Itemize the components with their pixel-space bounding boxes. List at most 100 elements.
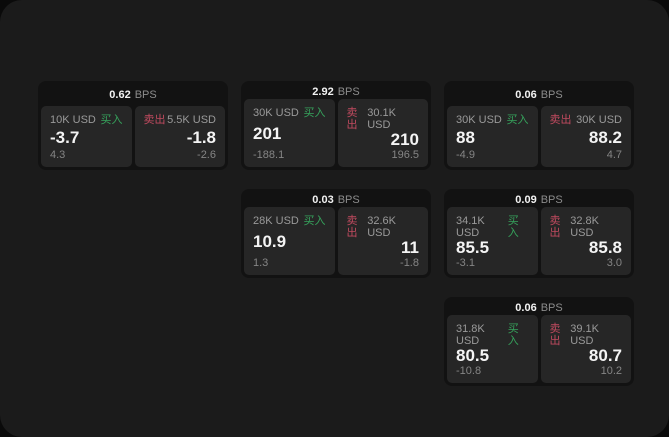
sell-side-label: 卖出	[346, 107, 358, 131]
buy-price: 85.5	[456, 238, 490, 257]
sell-panel[interactable]: 卖出 32.6K USD 11 -1.8	[337, 207, 428, 275]
bps-value: 0.06	[515, 89, 537, 101]
sell-delta: 10.2	[600, 365, 622, 377]
buy-side-label: 买入	[303, 215, 326, 227]
buy-delta: -4.9	[456, 149, 475, 161]
sell-delta: 3.0	[606, 257, 622, 269]
sell-side-label: 卖出	[549, 114, 572, 126]
bps-unit-label: BPS	[134, 89, 157, 101]
buy-panel[interactable]: 30K USD 买入 88 -4.9	[447, 106, 538, 167]
bps-value: 0.09	[515, 193, 537, 206]
sell-panel-top: 卖出 32.6K USD	[347, 215, 420, 239]
panel-row: 30K USD 买入 201 -188.1 卖出 30.1K USD 210 1…	[244, 99, 428, 167]
buy-panel[interactable]: 28K USD 买入 10.9 1.3	[244, 207, 335, 275]
sell-price: 85.8	[588, 238, 622, 257]
panel-row: 34.1K USD 买入 85.5 -3.1 卖出 32.8K USD 85.8…	[447, 207, 631, 275]
panel-row: 10K USD 买入 -3.7 4.3 卖出 5.5K USD -1.8 -2.…	[41, 106, 225, 167]
bps-header: 0.62 BPS	[41, 84, 225, 106]
quote-card: 2.92 BPS 30K USD 买入 201 -188.1 卖出 30.1K …	[241, 81, 431, 170]
sell-price: -1.8	[186, 127, 216, 147]
sell-panel[interactable]: 卖出 5.5K USD -1.8 -2.6	[134, 106, 225, 167]
quote-card: 0.09 BPS 34.1K USD 买入 85.5 -3.1 卖出 32.8K…	[444, 189, 634, 278]
buy-panel-top: 30K USD 买入	[456, 114, 529, 126]
sell-panel-top: 卖出 32.8K USD	[550, 215, 623, 239]
bps-unit-label: BPS	[337, 85, 360, 98]
buy-delta: -3.1	[456, 257, 475, 269]
sell-side-label: 卖出	[549, 323, 561, 347]
sell-amount: 5.5K USD	[167, 114, 216, 126]
quote-card: 0.06 BPS 30K USD 买入 88 -4.9 卖出 30K USD	[444, 81, 634, 170]
bps-value: 0.62	[109, 89, 131, 101]
sell-panel[interactable]: 卖出 30K USD 88.2 4.7	[540, 106, 631, 167]
buy-panel[interactable]: 10K USD 买入 -3.7 4.3	[41, 106, 132, 167]
sell-panel-top: 卖出 30.1K USD	[347, 107, 420, 131]
sell-side-label: 卖出	[549, 215, 561, 239]
sell-amount: 32.6K USD	[367, 215, 396, 239]
sell-delta: -2.6	[197, 149, 216, 161]
bps-header: 0.06 BPS	[447, 300, 631, 315]
quote-card-grid: 0.62 BPS 10K USD 买入 -3.7 4.3 卖出 5.5K USD	[38, 81, 634, 386]
buy-amount: 28K USD	[253, 215, 299, 227]
buy-panel-top: 34.1K USD 买入	[456, 215, 529, 239]
sell-price: 80.7	[588, 346, 622, 365]
panel-row: 30K USD 买入 88 -4.9 卖出 30K USD 88.2 4.7	[447, 106, 631, 167]
bps-header: 2.92 BPS	[244, 84, 428, 99]
bps-value: 2.92	[312, 85, 334, 98]
sell-panel-top: 卖出 30K USD	[550, 114, 623, 126]
sell-delta: 4.7	[606, 149, 622, 161]
quote-card: 0.62 BPS 10K USD 买入 -3.7 4.3 卖出 5.5K USD	[38, 81, 228, 170]
bps-value: 0.03	[312, 193, 334, 206]
sell-panel[interactable]: 卖出 30.1K USD 210 196.5	[337, 99, 428, 167]
buy-panel[interactable]: 30K USD 买入 201 -188.1	[244, 99, 335, 167]
sell-amount: 32.8K USD	[570, 215, 599, 239]
buy-amount: 10K USD	[50, 114, 96, 126]
panel-row: 28K USD 买入 10.9 1.3 卖出 32.6K USD 11 -1.8	[244, 207, 428, 275]
buy-price: 88	[456, 127, 475, 147]
panel-row: 31.8K USD 买入 80.5 -10.8 卖出 39.1K USD 80.…	[447, 315, 631, 383]
buy-amount: 31.8K USD	[456, 323, 485, 347]
bps-header: 0.03 BPS	[244, 192, 428, 207]
sell-price: 11	[401, 238, 419, 257]
buy-price: 80.5	[456, 346, 490, 365]
bps-unit-label: BPS	[540, 193, 563, 206]
sell-amount: 30.1K USD	[367, 107, 396, 131]
bps-header: 0.06 BPS	[447, 84, 631, 106]
buy-delta: -188.1	[253, 149, 285, 161]
buy-panel[interactable]: 31.8K USD 买入 80.5 -10.8	[447, 315, 538, 383]
sell-delta: -1.8	[400, 257, 419, 269]
buy-price: 10.9	[253, 232, 287, 251]
buy-panel-top: 10K USD 买入	[50, 114, 123, 126]
buy-delta: 1.3	[253, 257, 269, 269]
sell-delta: 196.5	[391, 149, 419, 161]
buy-side-label: 买入	[507, 323, 519, 347]
quote-card: 0.06 BPS 31.8K USD 买入 80.5 -10.8 卖出 39.1…	[444, 297, 634, 386]
buy-side-label: 买入	[506, 114, 529, 126]
sell-panel-top: 卖出 39.1K USD	[550, 323, 623, 347]
buy-price: 201	[253, 124, 282, 143]
buy-delta: -10.8	[456, 365, 482, 377]
sell-amount: 39.1K USD	[570, 323, 599, 347]
buy-price: -3.7	[50, 127, 80, 147]
buy-side-label: 买入	[100, 114, 123, 126]
buy-amount: 30K USD	[456, 114, 502, 126]
sell-side-label: 卖出	[346, 215, 358, 239]
buy-panel-top: 31.8K USD 买入	[456, 323, 529, 347]
bps-value: 0.06	[515, 301, 537, 314]
buy-amount: 30K USD	[253, 107, 299, 119]
bps-unit-label: BPS	[540, 89, 563, 101]
sell-panel[interactable]: 卖出 32.8K USD 85.8 3.0	[540, 207, 631, 275]
quote-card: 0.03 BPS 28K USD 买入 10.9 1.3 卖出 32.6K US…	[241, 189, 431, 278]
buy-panel[interactable]: 34.1K USD 买入 85.5 -3.1	[447, 207, 538, 275]
sell-panel[interactable]: 卖出 39.1K USD 80.7 10.2	[540, 315, 631, 383]
buy-panel-top: 28K USD 买入	[253, 215, 326, 227]
sell-amount: 30K USD	[576, 114, 622, 126]
bps-unit-label: BPS	[337, 193, 360, 206]
sell-side-label: 卖出	[143, 114, 166, 126]
buy-side-label: 买入	[303, 107, 326, 119]
sell-price: 210	[390, 130, 419, 149]
buy-panel-top: 30K USD 买入	[253, 107, 326, 119]
sell-price: 88.2	[588, 127, 622, 147]
buy-side-label: 买入	[507, 215, 519, 239]
bps-header: 0.09 BPS	[447, 192, 631, 207]
